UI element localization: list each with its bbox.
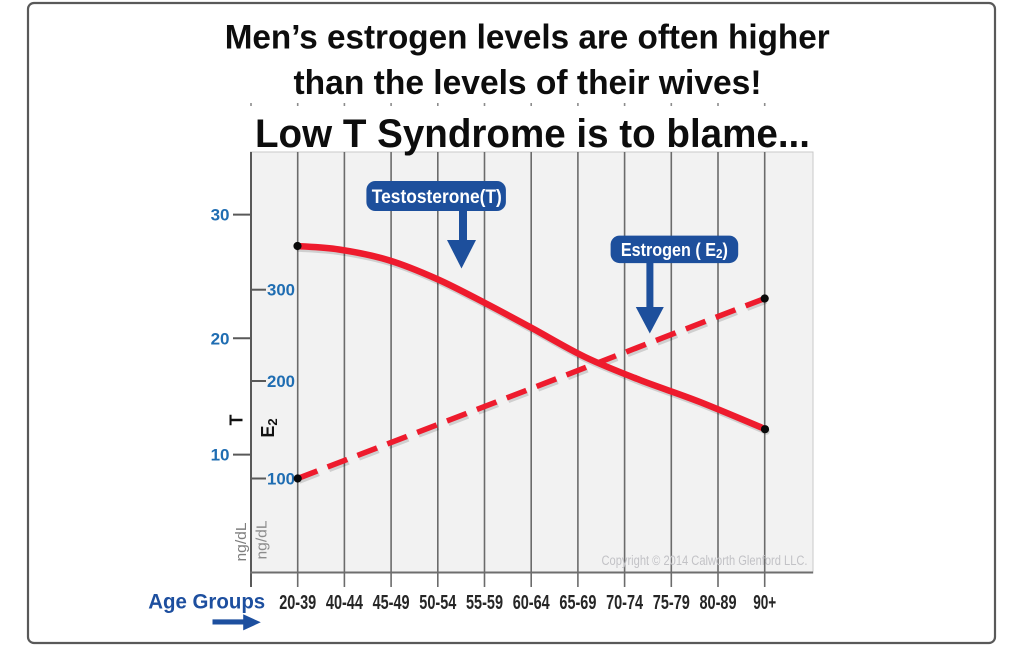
svg-text:ng/dL: ng/dL xyxy=(254,521,271,560)
svg-text:20: 20 xyxy=(211,329,230,348)
svg-text:than the levels of their wives: than the levels of their wives! xyxy=(294,64,762,102)
svg-text:75-79: 75-79 xyxy=(653,592,690,614)
svg-text:ng/dL: ng/dL xyxy=(233,523,250,562)
svg-text:40-44: 40-44 xyxy=(326,592,364,614)
svg-text:20-39: 20-39 xyxy=(279,592,316,614)
svg-text:65-69: 65-69 xyxy=(559,592,596,614)
svg-text:Age Groups: Age Groups xyxy=(148,590,265,613)
svg-text:10: 10 xyxy=(211,446,230,465)
svg-text:100: 100 xyxy=(267,470,295,489)
svg-text:Men’s estrogen levels are ofte: Men’s estrogen levels are often higher xyxy=(225,19,830,57)
svg-text:Testosterone(T): Testosterone(T) xyxy=(372,187,502,208)
svg-text:Low T Syndrome is to blame...: Low T Syndrome is to blame... xyxy=(255,112,810,156)
svg-text:80-89: 80-89 xyxy=(700,592,737,614)
svg-text:45-49: 45-49 xyxy=(373,592,410,614)
svg-text:Copyright © 2014 Calworth Glen: Copyright © 2014 Calworth Glenford LLC. xyxy=(602,553,808,568)
svg-text:70-74: 70-74 xyxy=(606,592,644,614)
svg-text:200: 200 xyxy=(267,372,295,391)
svg-text:T: T xyxy=(227,415,247,426)
svg-text:30: 30 xyxy=(211,206,230,225)
svg-text:55-59: 55-59 xyxy=(466,592,503,614)
svg-text:90+: 90+ xyxy=(753,592,776,614)
svg-text:Estrogen ( E2): Estrogen ( E2) xyxy=(621,240,728,261)
svg-text:300: 300 xyxy=(267,281,295,300)
svg-text:60-64: 60-64 xyxy=(513,592,551,614)
svg-text:50-54: 50-54 xyxy=(419,592,457,614)
